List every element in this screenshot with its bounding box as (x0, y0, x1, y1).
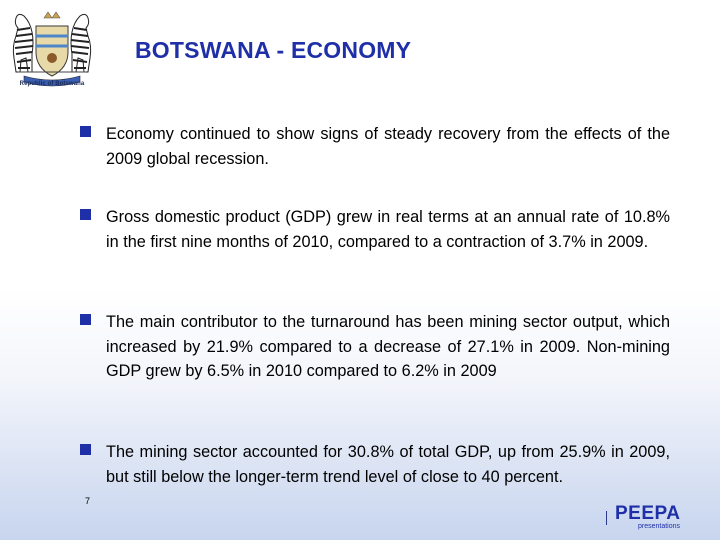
square-bullet-icon (80, 314, 91, 325)
right-zebra-icon (70, 13, 92, 73)
brand-tagline: presentations (638, 523, 681, 530)
left-zebra-icon (12, 13, 34, 73)
logo-caption: Republic of Botswana (19, 81, 85, 87)
bullet-text: The main contributor to the turnaround h… (106, 313, 670, 380)
brand-divider (606, 511, 607, 525)
coat-of-arms-icon (12, 11, 92, 87)
page-number: 7 (85, 496, 91, 506)
bullet-text: The mining sector accounted for 30.8% of… (106, 443, 670, 486)
square-bullet-icon (80, 209, 91, 220)
slide-title: BOTSWANA - ECONOMY (135, 37, 412, 63)
brand-logo-text: PEEPA (615, 503, 681, 524)
square-bullet-icon (80, 126, 91, 137)
bullet-text: Economy continued to show signs of stead… (106, 125, 670, 168)
bullet-text: Gross domestic product (GDP) grew in rea… (106, 208, 670, 251)
square-bullet-icon (80, 444, 91, 455)
